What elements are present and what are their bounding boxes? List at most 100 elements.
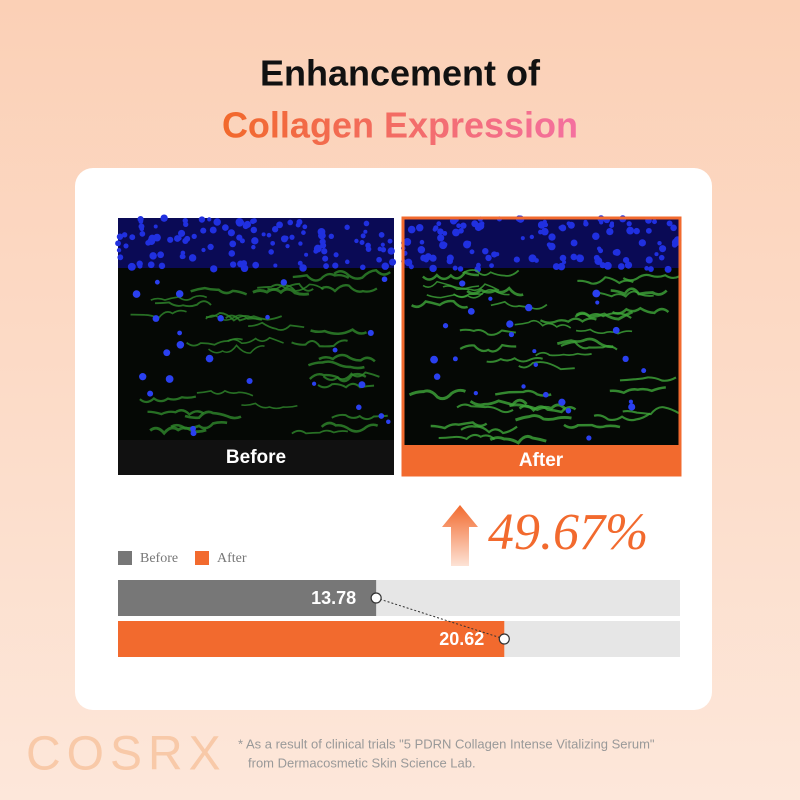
nucleus — [139, 373, 147, 381]
nucleus — [145, 240, 151, 246]
collagen-fiber — [459, 343, 517, 353]
nucleus — [190, 425, 196, 432]
collagen-fiber — [155, 300, 212, 308]
collagen-fiber — [593, 412, 651, 422]
nucleus — [429, 264, 437, 273]
nucleus — [149, 252, 157, 260]
collagen-fiber — [196, 389, 254, 397]
nucleus — [359, 240, 365, 245]
collagen-fiber — [422, 270, 479, 281]
nucleus — [295, 222, 301, 228]
nucleus — [184, 235, 191, 242]
nucleus — [318, 231, 326, 240]
collagen-fiber — [508, 403, 567, 412]
nucleus — [529, 234, 535, 240]
nucleus — [363, 229, 368, 234]
up-arrow — [442, 505, 478, 566]
nucleus — [311, 381, 317, 386]
nucleus — [452, 265, 458, 271]
collagen-fiber — [574, 312, 632, 319]
nucleus — [658, 254, 665, 261]
collagen-fiber — [333, 269, 391, 280]
nucleus — [521, 384, 526, 389]
collagen-fiber — [556, 337, 614, 349]
collagen-fiber — [438, 433, 496, 441]
nucleus — [235, 217, 244, 226]
nucleus — [251, 237, 259, 245]
nucleus — [508, 331, 515, 338]
image-label: Before — [226, 447, 286, 468]
nucleus — [419, 239, 425, 245]
bar-end-marker — [498, 633, 510, 645]
nucleus — [121, 232, 128, 238]
collagen-fiber — [486, 357, 543, 363]
title-line1: Enhancement of — [260, 53, 541, 94]
nucleus — [546, 242, 552, 248]
nucleus — [485, 254, 492, 262]
collagen-fiber — [208, 344, 265, 354]
collagen-fiber — [442, 283, 500, 292]
nucleus — [139, 231, 146, 237]
nucleus — [313, 244, 322, 253]
nucleus — [473, 391, 478, 396]
nucleus — [179, 253, 185, 260]
nucleus — [177, 229, 186, 237]
nucleus — [437, 234, 445, 242]
collagen-fiber — [466, 286, 524, 297]
nucleus — [648, 266, 654, 272]
nucleus — [432, 227, 438, 232]
nucleus — [229, 261, 237, 268]
legend-label: Before — [140, 551, 178, 566]
nucleus — [617, 263, 625, 270]
collagen-fiber — [322, 371, 380, 381]
nucleus — [593, 254, 600, 261]
collagen-fiber — [610, 287, 668, 296]
nucleus — [592, 289, 601, 298]
nucleus — [242, 223, 249, 230]
nucleus — [266, 232, 272, 238]
nucleus — [520, 236, 525, 241]
nucleus — [612, 249, 619, 256]
nucleus — [360, 233, 366, 239]
footnote: from Dermacosmetic Skin Science Lab. — [248, 755, 476, 770]
nucleus — [302, 224, 308, 230]
nucleus — [154, 279, 160, 285]
collagen-fiber — [494, 389, 552, 397]
collagen-fiber — [462, 269, 520, 277]
nucleus — [628, 399, 633, 404]
increase-label: 49.67% — [488, 504, 648, 561]
collagen-fiber — [563, 423, 621, 429]
nucleus — [506, 320, 514, 328]
nucleus — [638, 239, 646, 247]
nucleus — [261, 232, 266, 237]
nucleus — [417, 245, 426, 254]
nucleus — [389, 258, 397, 266]
footnote: * As a result of clinical trials "5 PDRN… — [238, 736, 655, 751]
nucleus — [469, 249, 475, 255]
collagen-fiber — [622, 273, 680, 282]
nucleus — [123, 243, 129, 249]
nucleus — [147, 390, 154, 397]
nucleus — [429, 254, 437, 262]
nucleus — [209, 226, 217, 234]
collagen-fiber — [149, 426, 207, 436]
nucleus — [386, 419, 391, 424]
nucleus — [670, 224, 677, 232]
nucleus — [287, 219, 294, 226]
bar-chart: Before After 13.78 20.62 — [118, 551, 680, 657]
nucleus — [378, 413, 385, 419]
nucleus — [532, 349, 537, 354]
nucleus — [628, 403, 636, 411]
micrograph-before — [115, 214, 397, 440]
nucleus — [117, 254, 124, 261]
collagen-fiber — [186, 337, 243, 347]
collagen-fiber — [318, 353, 376, 363]
nucleus — [525, 303, 533, 312]
nucleus — [322, 255, 329, 262]
nucleus — [280, 279, 288, 286]
nucleus — [548, 233, 556, 241]
collagen-fiber — [408, 388, 467, 401]
nucleus — [153, 224, 158, 229]
nucleus — [644, 266, 649, 271]
collagen-fiber — [410, 299, 469, 309]
